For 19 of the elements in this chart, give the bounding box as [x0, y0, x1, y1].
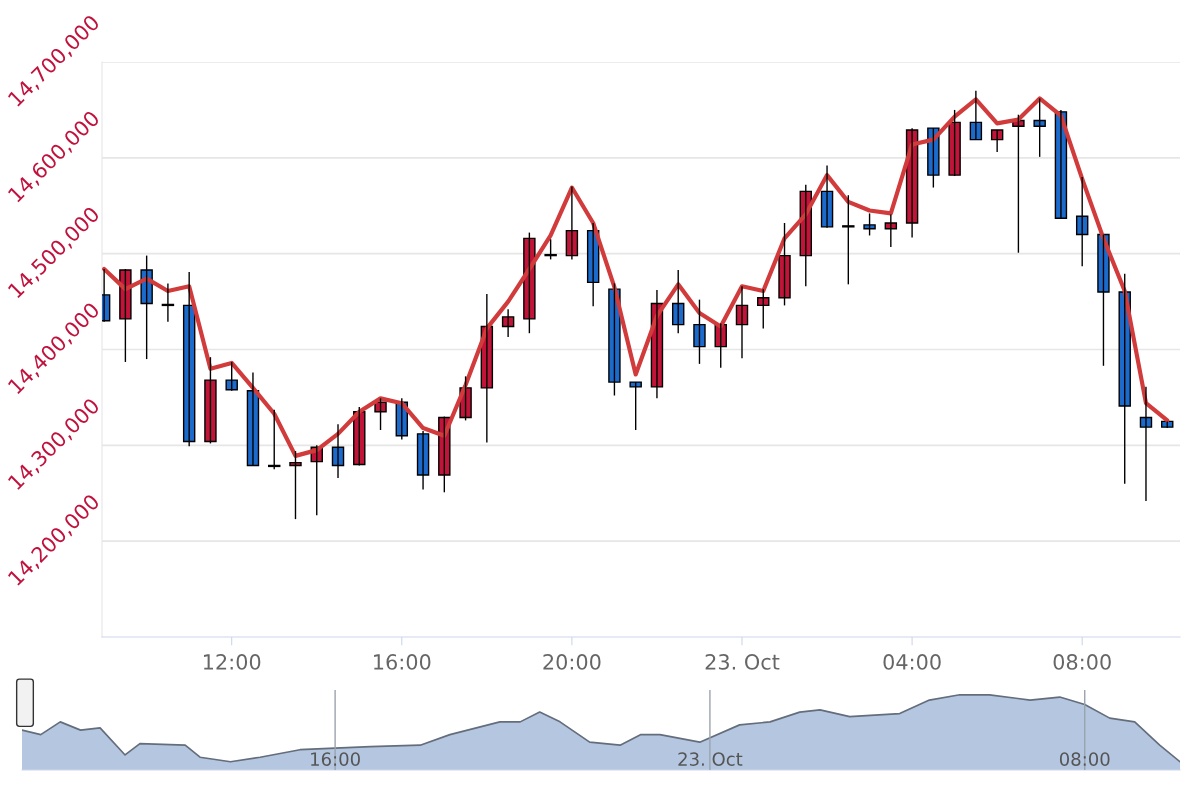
- candlestick: [693, 298, 706, 365]
- x-tick-label: 04:00: [883, 654, 941, 670]
- x-tick-label: 16:00: [311, 752, 360, 766]
- x-tick-label: 20:00: [543, 654, 601, 670]
- x-tick-label: 08:00: [1053, 654, 1111, 670]
- x-tick-label: 08:00: [1059, 752, 1110, 766]
- candlestick: [863, 212, 876, 237]
- x-tick-label: 23. Oct: [705, 654, 780, 670]
- candlestick: [204, 356, 217, 445]
- x-tick-label: 12:00: [203, 654, 261, 670]
- candlestick: [948, 109, 961, 177]
- candlestick: [629, 381, 642, 431]
- candlestick: [289, 450, 302, 520]
- candlestick: [225, 361, 238, 392]
- candlestick: [1033, 97, 1046, 158]
- x-tick-label: 16:00: [374, 654, 431, 670]
- candlestick: [778, 222, 791, 307]
- x-tick-label: 23. Oct: [678, 752, 743, 766]
- candlestick: [842, 194, 855, 286]
